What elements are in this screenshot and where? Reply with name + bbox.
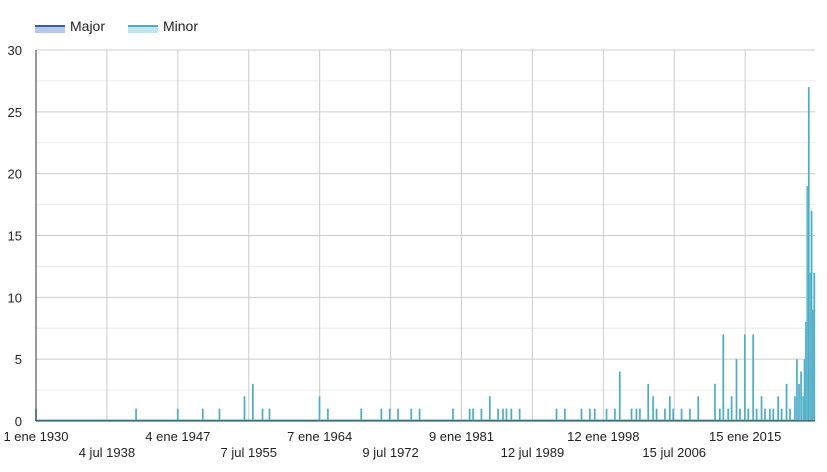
y-tick-label: 30 — [8, 43, 22, 58]
x-tick-label: 7 jul 1955 — [221, 445, 277, 460]
x-tick-label: 12 jul 1989 — [501, 445, 565, 460]
x-tick-label: 4 jul 1938 — [79, 445, 135, 460]
legend-label-major: Major — [70, 18, 105, 34]
y-tick-label: 0 — [15, 414, 22, 429]
legend-swatch-minor-line — [128, 25, 158, 27]
y-tick-label: 20 — [8, 167, 22, 182]
axes: 0 5 10 15 20 25 30 1 ene 1930 4 jul 1938 4 ene 19… — [3, 43, 815, 460]
y-tick-label: 15 — [8, 229, 22, 244]
x-tick-label: 7 ene 1964 — [287, 429, 352, 444]
x-tick-label: 12 ene 1998 — [567, 429, 639, 444]
grid — [36, 49, 815, 422]
x-tick-label: 9 ene 1981 — [429, 429, 494, 444]
series-minor-baseline — [36, 419, 815, 421]
legend-item-minor[interactable]: Minor — [128, 18, 198, 34]
legend-item-major[interactable]: Major — [35, 18, 105, 34]
y-tick-label: 5 — [15, 352, 22, 367]
legend: Major Minor — [35, 18, 198, 34]
legend-swatch-minor-fill — [128, 27, 158, 33]
x-tick-label: 15 ene 2015 — [709, 429, 781, 444]
x-tick-label: 1 ene 1930 — [3, 429, 68, 444]
legend-swatch-major-fill — [35, 27, 65, 33]
y-tick-label: 10 — [8, 290, 22, 305]
plot-area — [35, 87, 816, 421]
x-tick-label: 4 ene 1947 — [145, 429, 210, 444]
y-tick-label: 25 — [8, 105, 22, 120]
x-tick-label: 9 jul 1972 — [362, 445, 418, 460]
legend-label-minor: Minor — [163, 18, 198, 34]
legend-swatch-major-line — [35, 25, 65, 27]
x-tick-label: 15 jul 2006 — [642, 445, 706, 460]
